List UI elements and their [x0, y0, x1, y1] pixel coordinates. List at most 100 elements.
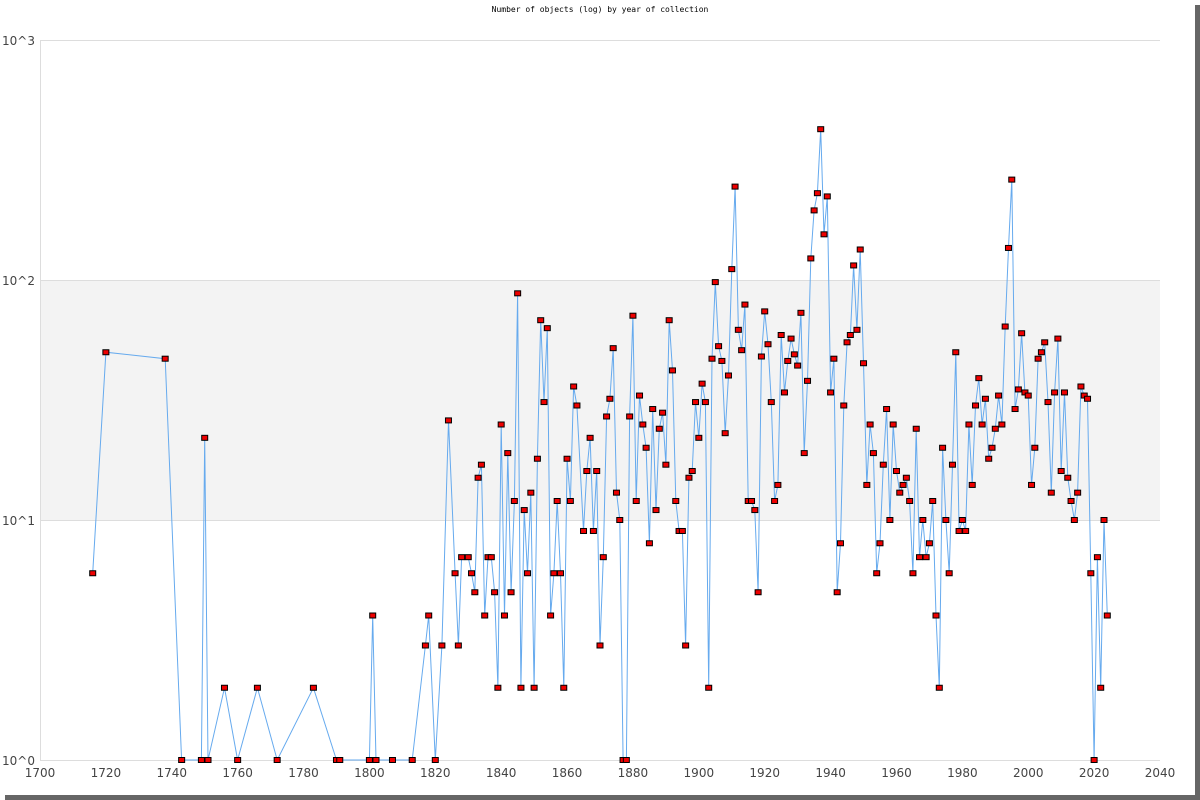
data-point: [748, 497, 756, 504]
x-tick-label: 2020: [1079, 766, 1110, 780]
data-point: [728, 266, 736, 273]
data-point: [790, 351, 798, 358]
data-point: [1031, 444, 1039, 451]
data-point: [500, 612, 508, 619]
data-point: [234, 757, 242, 763]
x-tick-label: 1800: [354, 766, 385, 780]
data-point: [972, 402, 980, 409]
data-point: [527, 489, 535, 496]
data-point: [711, 279, 719, 286]
data-point: [692, 399, 700, 406]
data-point: [715, 343, 723, 350]
x-tick-label: 1720: [91, 766, 122, 780]
data-point: [833, 589, 841, 596]
data-point: [550, 570, 558, 577]
y-tick-label: 10^1: [2, 514, 35, 528]
data-point: [708, 355, 716, 362]
data-point: [800, 450, 808, 457]
data-point: [922, 554, 930, 561]
data-point: [507, 589, 515, 596]
x-tick-label: 1740: [156, 766, 187, 780]
data-point: [932, 612, 940, 619]
data-point: [991, 425, 999, 432]
data-point: [566, 497, 574, 504]
data-point: [537, 317, 545, 324]
data-point: [372, 757, 380, 763]
data-point: [764, 341, 772, 348]
data-point: [1014, 386, 1022, 393]
data-point: [794, 362, 802, 369]
data-point: [543, 325, 551, 332]
data-point: [916, 554, 924, 561]
data-point: [563, 455, 571, 462]
data-point: [89, 570, 97, 577]
data-point: [988, 444, 996, 451]
data-point: [556, 570, 564, 577]
data-point: [948, 461, 956, 468]
data-point: [761, 308, 769, 315]
data-point: [1103, 612, 1111, 619]
x-tick-label: 1960: [881, 766, 912, 780]
data-point: [698, 380, 706, 387]
data-point: [388, 757, 396, 763]
data-point: [1084, 395, 1092, 402]
data-point: [655, 425, 663, 432]
data-point: [695, 434, 703, 441]
data-point: [1087, 570, 1095, 577]
data-point: [718, 357, 726, 364]
data-point: [510, 497, 518, 504]
data-point: [1057, 468, 1065, 475]
x-tick-label: 2000: [1013, 766, 1044, 780]
data-point: [995, 392, 1003, 399]
x-tick-label: 1700: [25, 766, 56, 780]
data-point: [912, 425, 920, 432]
y-tick-label: 10^3: [2, 34, 35, 48]
data-point: [464, 554, 472, 561]
data-point: [942, 517, 950, 523]
x-tick-label: 1820: [420, 766, 451, 780]
data-point: [820, 231, 828, 238]
data-point: [856, 246, 864, 253]
data-point: [547, 612, 555, 619]
data-point: [682, 642, 690, 649]
x-tick-label: 1760: [222, 766, 253, 780]
data-point: [846, 331, 854, 338]
data-point: [774, 481, 782, 488]
x-tick-label: 1920: [749, 766, 780, 780]
x-tick-label: 1900: [684, 766, 715, 780]
data-point: [471, 589, 479, 596]
data-point: [754, 589, 762, 596]
data-point: [777, 331, 785, 338]
data-point: [365, 757, 373, 763]
data-point: [504, 450, 512, 457]
data-point: [705, 684, 713, 691]
data-point: [553, 497, 561, 504]
data-point: [309, 684, 317, 691]
data-point: [197, 757, 205, 763]
x-tick-label: 1780: [288, 766, 319, 780]
data-point: [1041, 339, 1049, 346]
data-point: [873, 570, 881, 577]
data-point: [102, 349, 110, 356]
data-point: [586, 434, 594, 441]
data-point: [817, 126, 825, 133]
data-point: [985, 455, 993, 462]
data-point: [724, 372, 732, 379]
x-tick-label: 1860: [552, 766, 583, 780]
data-point: [771, 497, 779, 504]
data-point: [668, 367, 676, 374]
data-point: [981, 395, 989, 402]
x-tick-label: 1880: [618, 766, 649, 780]
data-point: [804, 377, 812, 384]
x-tick-label: 2040: [1145, 766, 1176, 780]
data-point: [533, 455, 541, 462]
data-point: [962, 527, 970, 534]
data-point: [701, 399, 709, 406]
data-point: [978, 421, 986, 428]
data-point: [494, 684, 502, 691]
data-point: [721, 430, 729, 437]
data-point: [807, 255, 815, 262]
data-point: [524, 570, 532, 577]
data-point: [599, 554, 607, 561]
data-point: [734, 326, 742, 333]
